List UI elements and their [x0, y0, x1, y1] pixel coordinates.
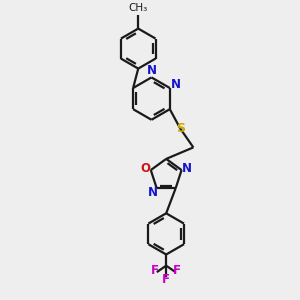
- Text: N: N: [170, 78, 180, 91]
- Text: N: N: [182, 162, 192, 175]
- Text: CF₃: CF₃: [165, 266, 167, 267]
- Text: N: N: [146, 64, 157, 77]
- Text: F: F: [151, 264, 159, 277]
- Text: O: O: [140, 162, 150, 175]
- Text: N: N: [148, 186, 158, 200]
- Text: F: F: [162, 273, 170, 286]
- Text: CH₃: CH₃: [129, 3, 148, 13]
- Text: F: F: [173, 264, 181, 277]
- Text: S: S: [176, 122, 185, 135]
